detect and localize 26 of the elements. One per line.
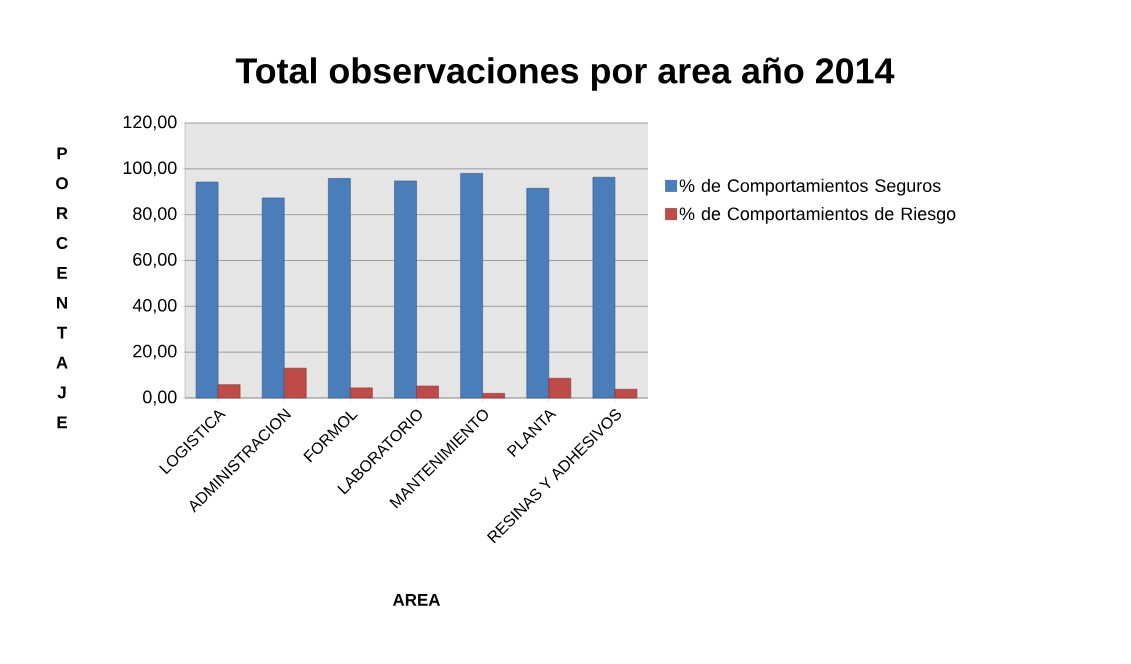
y-tick-label: 120,00	[123, 115, 177, 131]
bar	[217, 384, 241, 399]
y-tick-label: 20,00	[133, 344, 177, 360]
bar	[328, 178, 351, 399]
text: PORCENTAJE	[56, 147, 68, 429]
bar	[283, 367, 307, 399]
x-axis-title: AREA	[392, 594, 441, 606]
bar	[195, 181, 219, 399]
bar	[526, 188, 550, 399]
y-tick-label: 40,00	[132, 298, 177, 314]
bar	[460, 173, 483, 399]
y-tick-label: 60,00	[133, 253, 177, 268]
bar	[394, 180, 417, 399]
bar	[416, 385, 439, 399]
legend-label: % de Comportamientos Seguros	[679, 178, 941, 196]
bar	[592, 177, 616, 399]
bar	[614, 388, 638, 399]
y-tick-label: 0,00	[143, 390, 177, 406]
bar	[548, 377, 572, 399]
chart-title: Total observaciones por area año 2014	[235, 57, 895, 91]
legend-label: % de Comportamientos de Riesgo	[679, 206, 956, 224]
y-tick-label: 100,00	[123, 161, 177, 177]
bar	[350, 387, 373, 399]
bar	[482, 393, 505, 399]
bar	[261, 197, 285, 399]
y-tick-label: 80,00	[133, 207, 177, 223]
